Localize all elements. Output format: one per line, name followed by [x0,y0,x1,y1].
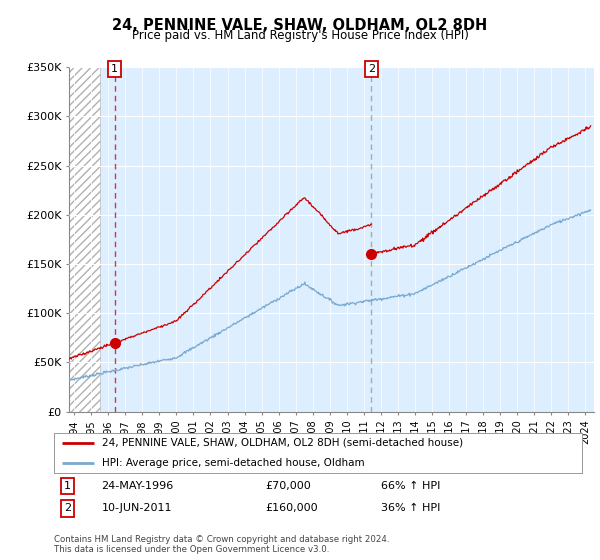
Text: 1: 1 [111,64,118,74]
Text: 10-JUN-2011: 10-JUN-2011 [101,503,172,514]
Text: 24-MAY-1996: 24-MAY-1996 [101,481,174,491]
Text: £160,000: £160,000 [265,503,318,514]
Text: 1: 1 [64,481,71,491]
Text: 66% ↑ HPI: 66% ↑ HPI [382,481,441,491]
Text: 24, PENNINE VALE, SHAW, OLDHAM, OL2 8DH (semi-detached house): 24, PENNINE VALE, SHAW, OLDHAM, OL2 8DH … [101,437,463,447]
Text: £70,000: £70,000 [265,481,311,491]
Text: 2: 2 [64,503,71,514]
Text: Price paid vs. HM Land Registry's House Price Index (HPI): Price paid vs. HM Land Registry's House … [131,29,469,42]
Text: 2: 2 [368,64,375,74]
Text: 24, PENNINE VALE, SHAW, OLDHAM, OL2 8DH: 24, PENNINE VALE, SHAW, OLDHAM, OL2 8DH [112,18,488,33]
Text: Contains HM Land Registry data © Crown copyright and database right 2024.
This d: Contains HM Land Registry data © Crown c… [54,535,389,554]
Text: HPI: Average price, semi-detached house, Oldham: HPI: Average price, semi-detached house,… [101,458,364,468]
Text: 36% ↑ HPI: 36% ↑ HPI [382,503,441,514]
